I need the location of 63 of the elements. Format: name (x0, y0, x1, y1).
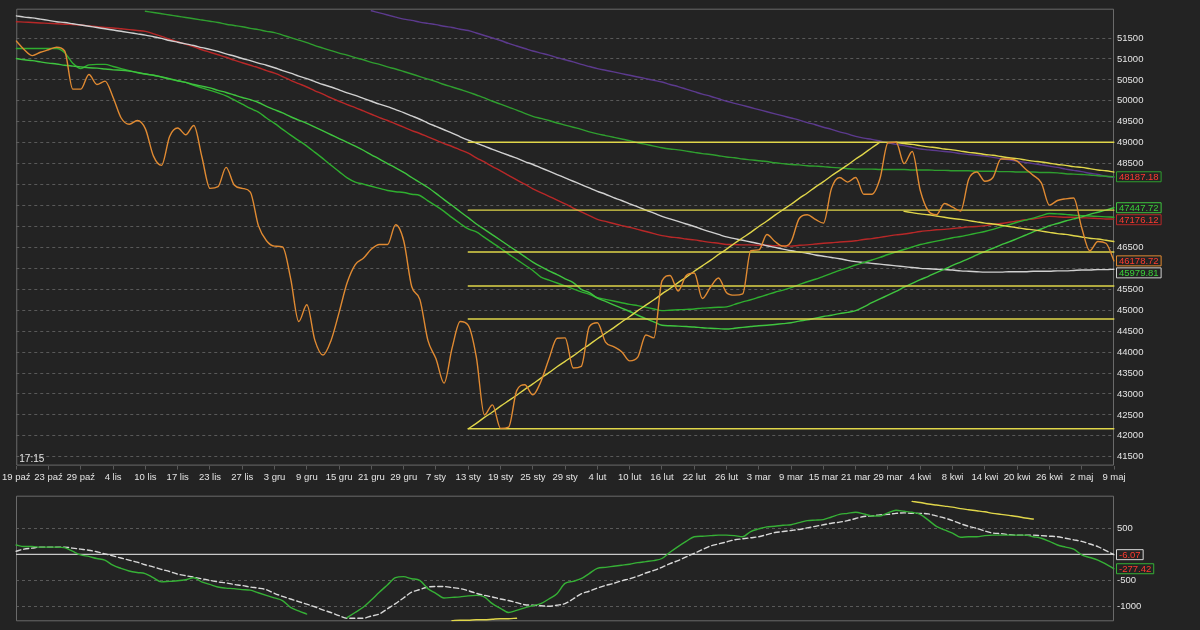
data-label: -6.07 (1119, 548, 1141, 560)
y-tick-label: 42000 (1117, 429, 1144, 441)
y-tick-label: -500 (1117, 573, 1137, 585)
x-tick-label: 19 sty (487, 470, 514, 482)
y-tick-label: 44000 (1117, 345, 1144, 357)
y-tick-label: 46500 (1117, 241, 1144, 253)
data-label: 45979.81 (1119, 266, 1159, 278)
y-tick-label: 49500 (1117, 115, 1144, 127)
x-tick-label: 4 lis (104, 470, 122, 482)
x-tick-label: 14 kwi (971, 470, 999, 482)
x-tick-label: 15 gru (325, 470, 353, 482)
data-label: 47176.12 (1119, 213, 1159, 225)
y-tick-label: 42500 (1117, 408, 1144, 420)
data-label: 46178.72 (1119, 254, 1159, 266)
x-tick-label: 29 sty (552, 470, 579, 482)
y-tick-label: -1000 (1117, 599, 1142, 611)
data-label: 47447.72 (1119, 201, 1159, 213)
x-tick-label: 2 maj (1070, 470, 1094, 482)
y-tick-label: 41500 (1117, 450, 1144, 462)
x-tick-label: 29 mar (873, 470, 903, 482)
y-tick-label: 44500 (1117, 324, 1144, 336)
y-tick-label: 50000 (1117, 94, 1144, 106)
x-tick-label: 7 sty (425, 470, 447, 482)
x-tick-label: 9 gru (296, 470, 318, 482)
x-tick-label: 15 mar (808, 470, 839, 482)
x-tick-label: 10 lut (618, 470, 642, 482)
x-tick-label: 3 mar (746, 470, 771, 482)
data-label: 48187.18 (1119, 170, 1159, 182)
y-tick-label: 51500 (1117, 31, 1144, 43)
x-tick-label: 29 gru (390, 470, 418, 482)
x-tick-label: 29 paź (66, 470, 96, 482)
y-tick-label: 500 (1117, 522, 1133, 534)
x-tick-label: 17 lis (166, 470, 190, 482)
y-tick-label: 51000 (1117, 52, 1144, 64)
x-tick-label: 20 kwi (1003, 470, 1031, 482)
x-tick-label: 16 lut (650, 470, 674, 482)
y-tick-label: 43000 (1117, 387, 1144, 399)
y-tick-label: 49000 (1117, 136, 1144, 148)
x-tick-label: 21 gru (357, 470, 385, 482)
x-tick-label: 26 lut (714, 470, 739, 482)
x-tick-label: 4 kwi (909, 470, 932, 482)
x-tick-label: 25 sty (520, 470, 546, 482)
x-tick-label: 22 lut (682, 470, 707, 482)
y-tick-label: 45000 (1117, 303, 1144, 315)
y-tick-label: 45500 (1117, 282, 1144, 294)
x-tick-label: 21 mar (840, 470, 871, 482)
y-tick-label: 50500 (1117, 73, 1144, 85)
y-tick-label: 48500 (1117, 157, 1144, 169)
x-tick-label: 26 kwi (1035, 470, 1063, 482)
x-tick-label: 3 gru (263, 470, 286, 482)
x-tick-label: 4 lut (588, 470, 607, 482)
annotation: 17:15 (19, 453, 45, 465)
x-tick-label: 13 sty (455, 470, 482, 482)
x-tick-label: 23 lis (198, 470, 222, 482)
x-tick-label: 9 mar (778, 470, 804, 482)
x-tick-label: 23 paź (34, 470, 64, 482)
x-tick-label: 19 paź (2, 470, 31, 482)
x-tick-label: 9 maj (1102, 470, 1126, 482)
data-label: -277.42 (1119, 562, 1152, 574)
x-tick-label: 27 lis (231, 470, 254, 482)
x-tick-label: 10 lis (134, 470, 157, 482)
y-tick-label: 43500 (1117, 366, 1144, 378)
x-tick-label: 8 kwi (941, 470, 964, 482)
